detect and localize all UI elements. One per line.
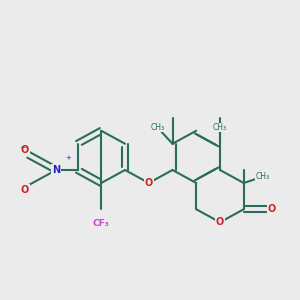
Text: O: O [20,185,29,195]
Text: O: O [145,178,153,188]
Text: O: O [20,145,29,155]
Text: O: O [216,217,224,227]
Text: CF₃: CF₃ [93,219,110,228]
Text: CH₃: CH₃ [255,172,270,181]
Text: +: + [65,155,71,161]
Text: −: − [19,143,26,152]
Text: O: O [268,204,276,214]
Text: N: N [52,165,60,175]
Text: CH₃: CH₃ [213,123,227,132]
Text: CH₃: CH₃ [150,123,165,132]
